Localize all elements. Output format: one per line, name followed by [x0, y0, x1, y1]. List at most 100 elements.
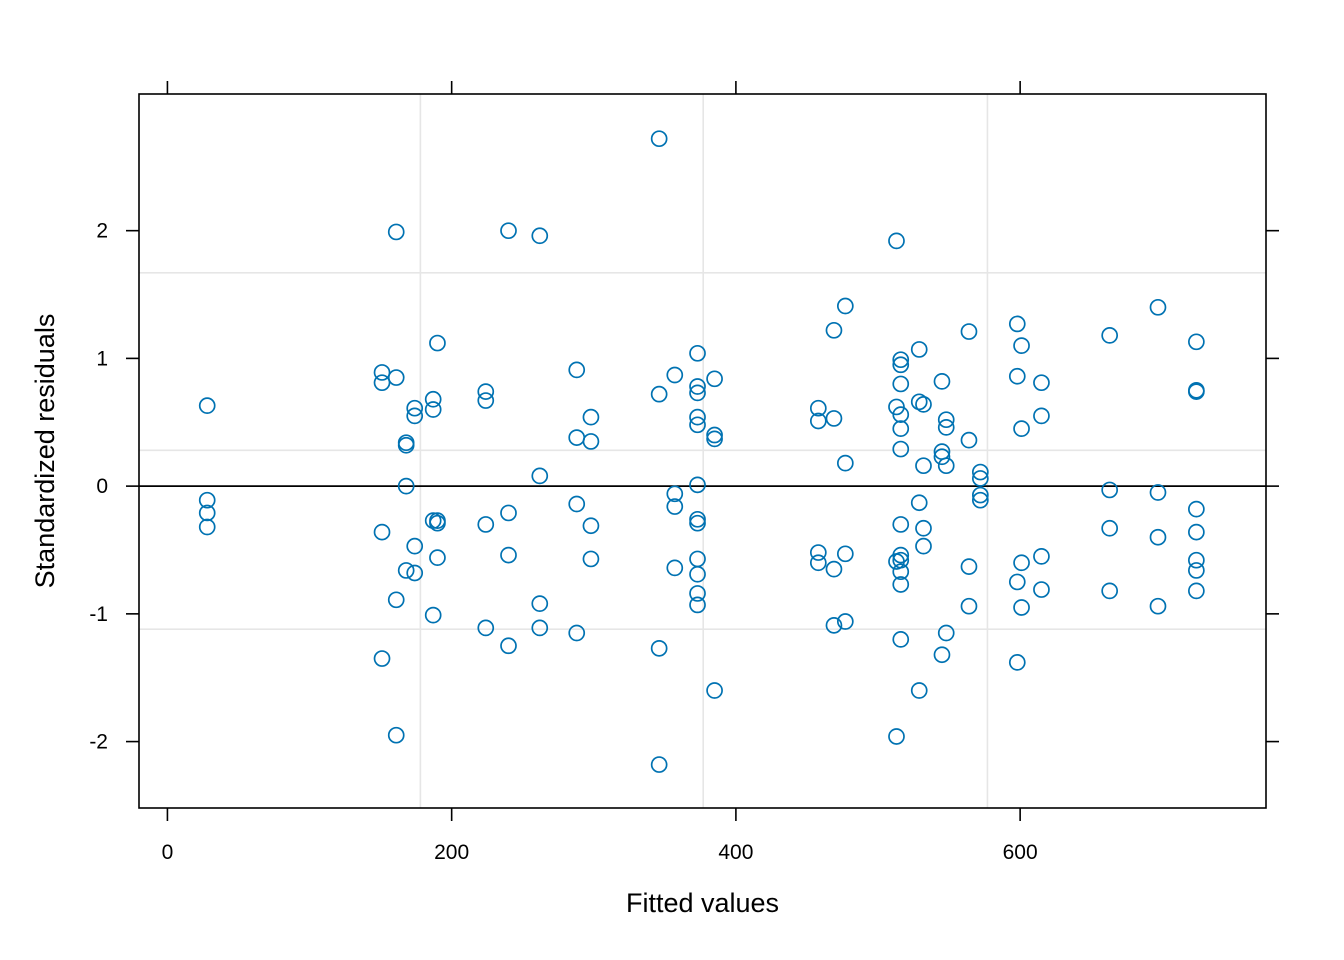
data-point-34: [500, 546, 517, 564]
data-point-131: [1013, 599, 1030, 616]
data-point-118: [960, 558, 978, 575]
data-point-43: [568, 624, 586, 642]
data-point-98: [892, 576, 910, 593]
y-tick-label-3: 1: [96, 347, 108, 370]
data-point-146: [1188, 383, 1205, 400]
data-point-16: [406, 399, 424, 417]
data-point-107: [915, 537, 932, 555]
data-point-148: [1188, 523, 1205, 541]
data-point-106: [915, 519, 932, 537]
data-point-80: [836, 297, 854, 315]
data-point-22: [424, 512, 442, 529]
data-point-50: [650, 639, 668, 657]
data-point-76: [825, 321, 843, 339]
data-point-42: [568, 495, 586, 513]
data-point-119: [960, 597, 978, 615]
data-point-23: [424, 606, 442, 624]
data-point-124: [1008, 315, 1026, 333]
data-point-3: [198, 518, 216, 536]
y-tick-label-0: -2: [89, 731, 108, 754]
data-point-78: [825, 560, 843, 578]
data-point-92: [892, 420, 910, 437]
data-point-39: [531, 619, 549, 637]
data-point-82: [836, 545, 854, 563]
data-point-15: [397, 562, 415, 579]
data-point-120: [971, 463, 989, 481]
data-point-56: [689, 344, 706, 362]
data-point-48: [650, 130, 668, 148]
data-point-122: [971, 486, 989, 504]
data-point-51: [650, 756, 668, 773]
grid-lines: [139, 94, 1266, 808]
data-point-63: [689, 514, 706, 532]
data-points: [198, 130, 1205, 773]
data-point-67: [689, 596, 706, 614]
data-point-21: [424, 401, 442, 418]
x-axis-title: Fitted values: [626, 888, 779, 918]
data-point-2: [198, 504, 216, 522]
data-point-129: [1013, 420, 1030, 437]
data-point-104: [915, 396, 932, 413]
data-point-132: [1033, 374, 1050, 392]
data-point-136: [1101, 327, 1119, 344]
data-point-139: [1101, 582, 1119, 600]
data-point-46: [582, 517, 600, 535]
data-point-125: [1008, 367, 1026, 385]
data-point-71: [706, 682, 723, 699]
data-point-94: [892, 516, 910, 533]
data-point-40: [568, 361, 586, 379]
data-point-11: [387, 726, 405, 744]
data-point-31: [477, 619, 495, 637]
data-point-110: [933, 448, 951, 466]
x-tick-label-3: 600: [1003, 841, 1038, 864]
data-point-113: [937, 419, 955, 436]
data-point-5: [373, 374, 391, 392]
data-point-68: [706, 370, 723, 388]
data-point-83: [836, 613, 854, 630]
data-point-66: [689, 585, 706, 602]
data-point-77: [825, 410, 843, 427]
y-tick-label-1: -1: [89, 603, 108, 626]
data-point-74: [809, 544, 827, 561]
data-point-101: [910, 393, 928, 411]
data-point-133: [1033, 407, 1050, 425]
data-point-55: [666, 559, 684, 577]
data-point-0: [198, 397, 216, 415]
data-point-53: [666, 485, 684, 503]
y-tick-label-4: 2: [96, 220, 108, 243]
data-point-62: [689, 510, 706, 528]
data-point-116: [960, 323, 978, 340]
data-point-123: [971, 491, 989, 509]
data-point-17: [406, 407, 424, 425]
data-point-95: [892, 546, 910, 564]
data-point-97: [892, 563, 910, 581]
data-point-32: [500, 222, 517, 240]
data-point-121: [971, 470, 989, 487]
data-point-19: [406, 564, 424, 582]
plot-panel-border: [138, 93, 1267, 809]
data-point-37: [531, 467, 549, 485]
data-point-69: [706, 426, 723, 444]
data-point-45: [582, 433, 600, 450]
data-point-149: [1188, 551, 1205, 569]
data-point-26: [429, 514, 446, 532]
data-point-87: [888, 728, 905, 745]
data-point-8: [387, 223, 405, 241]
data-point-52: [666, 366, 684, 384]
data-point-105: [915, 457, 932, 475]
data-point-91: [892, 406, 910, 423]
data-point-61: [689, 476, 706, 494]
data-point-117: [960, 431, 978, 449]
data-point-30: [477, 516, 495, 533]
data-point-102: [910, 494, 928, 512]
data-point-58: [689, 384, 706, 402]
data-point-112: [937, 411, 955, 429]
data-point-114: [937, 457, 955, 475]
data-point-108: [933, 373, 951, 390]
data-point-143: [1149, 597, 1167, 615]
data-point-130: [1013, 554, 1030, 572]
data-point-88: [892, 351, 910, 369]
data-point-90: [892, 375, 910, 393]
